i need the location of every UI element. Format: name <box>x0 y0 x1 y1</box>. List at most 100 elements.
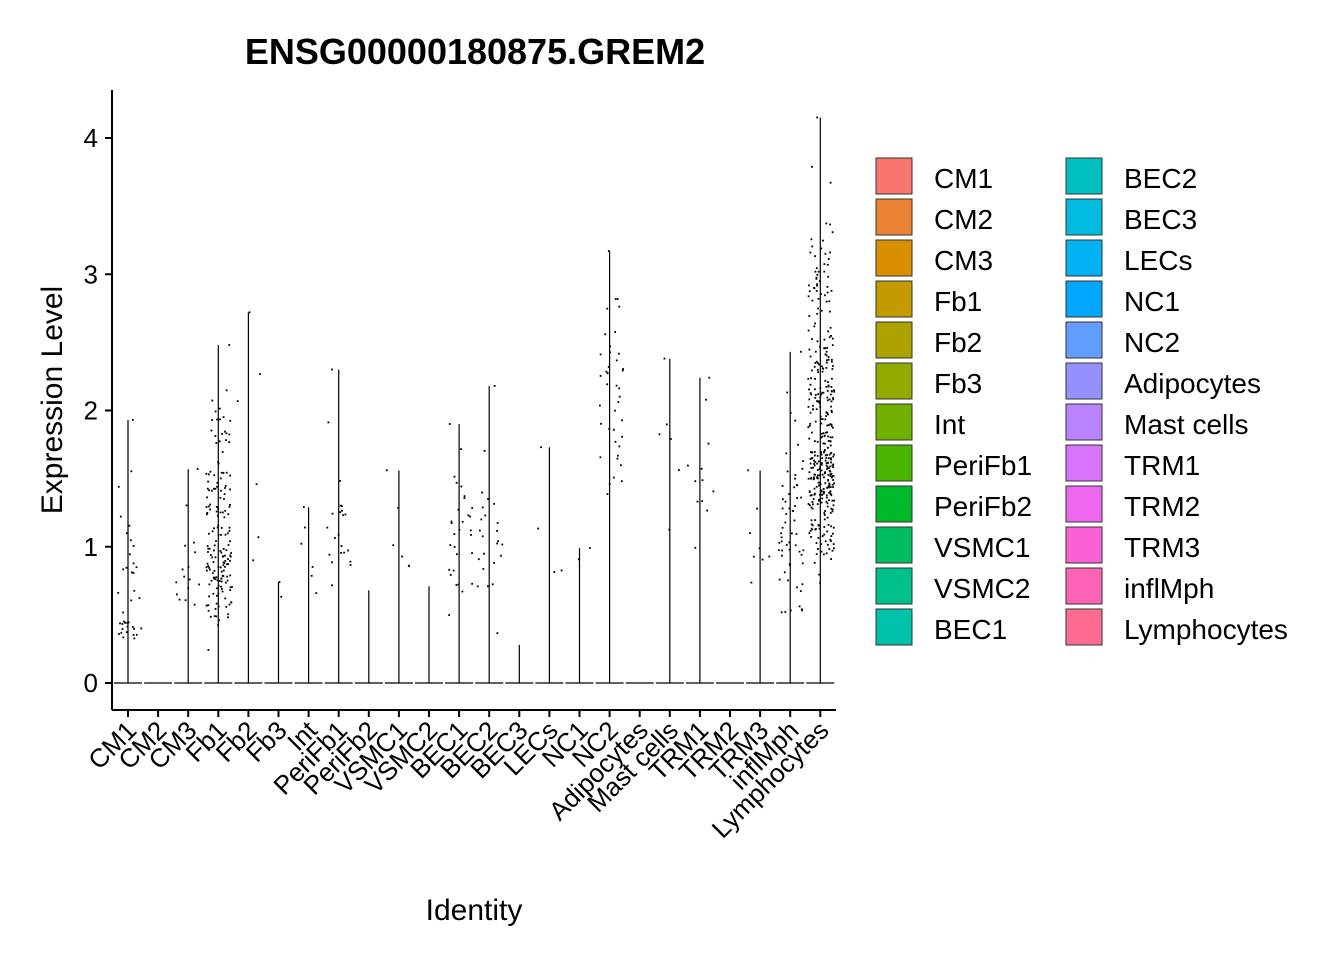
data-point <box>708 376 711 379</box>
data-point <box>670 438 672 440</box>
data-point <box>808 425 811 427</box>
data-point <box>222 564 225 567</box>
data-point <box>826 516 829 519</box>
legend-label: Fb1 <box>934 286 982 317</box>
data-point <box>226 563 228 566</box>
data-point <box>215 602 218 605</box>
data-point <box>184 599 187 602</box>
data-point <box>825 457 828 459</box>
data-point <box>816 116 819 119</box>
data-point <box>229 559 231 562</box>
data-point <box>830 558 832 560</box>
data-point <box>216 485 218 488</box>
data-point <box>206 562 209 565</box>
data-point <box>826 505 829 508</box>
data-point <box>128 553 131 556</box>
data-point <box>620 464 622 467</box>
data-point <box>701 479 704 482</box>
data-point <box>311 566 314 568</box>
data-point <box>606 372 609 375</box>
data-point <box>826 263 829 266</box>
data-point <box>217 566 220 569</box>
data-point <box>218 580 221 582</box>
data-point <box>471 552 473 554</box>
data-point <box>810 393 813 396</box>
data-point <box>212 592 215 595</box>
data-point <box>818 280 821 282</box>
data-point <box>817 393 820 395</box>
data-point <box>818 573 821 576</box>
data-point <box>226 575 228 578</box>
data-point <box>800 350 802 353</box>
data-point <box>824 540 827 543</box>
data-point <box>816 273 819 276</box>
data-point <box>280 595 283 598</box>
data-point <box>132 572 135 574</box>
data-point <box>815 485 818 488</box>
legend-key <box>1065 444 1103 482</box>
data-point <box>349 564 352 566</box>
data-point <box>813 473 816 476</box>
data-point <box>228 526 231 529</box>
data-point <box>198 583 200 586</box>
data-point <box>826 468 828 470</box>
data-point <box>119 515 122 518</box>
data-point <box>482 568 485 570</box>
data-point <box>181 568 184 571</box>
data-point <box>761 558 764 561</box>
data-point <box>228 505 231 508</box>
data-point <box>817 371 819 373</box>
data-point <box>794 477 796 480</box>
data-point <box>132 562 135 565</box>
data-point <box>819 474 821 476</box>
data-point <box>226 532 229 535</box>
data-point <box>829 475 832 477</box>
data-point <box>122 568 125 571</box>
data-point <box>188 578 191 581</box>
data-point <box>455 481 458 484</box>
data-point <box>122 611 125 614</box>
data-point <box>213 527 215 530</box>
data-point <box>210 554 212 556</box>
data-point <box>257 536 260 539</box>
data-point <box>132 634 135 636</box>
data-point <box>802 460 804 462</box>
data-point <box>827 446 829 449</box>
legend-label: LECs <box>1124 245 1192 276</box>
data-point <box>814 255 816 257</box>
data-point <box>187 566 190 568</box>
data-point <box>825 350 828 353</box>
data-point <box>228 433 231 436</box>
data-point <box>205 604 208 607</box>
data-point <box>823 553 825 556</box>
legend-label: inflMph <box>1124 573 1214 604</box>
data-point <box>223 498 225 500</box>
data-point <box>831 411 833 413</box>
data-point <box>614 298 617 300</box>
data-point <box>229 488 231 491</box>
data-point <box>228 603 231 606</box>
data-point <box>663 357 666 360</box>
data-point <box>826 399 829 402</box>
data-point <box>818 363 820 366</box>
data-point <box>211 419 213 421</box>
data-point <box>205 506 208 508</box>
data-point <box>484 514 487 517</box>
legend-key <box>875 444 913 482</box>
legend-key <box>875 403 913 441</box>
data-point <box>824 418 827 421</box>
data-point <box>458 528 461 531</box>
data-point <box>493 385 496 387</box>
data-point <box>784 611 787 613</box>
data-point <box>696 500 699 503</box>
data-point <box>807 377 810 380</box>
data-point <box>801 583 804 586</box>
data-point <box>206 513 208 516</box>
data-point <box>811 507 814 510</box>
data-point <box>807 406 810 408</box>
data-point <box>206 512 209 514</box>
legend-key <box>875 157 913 195</box>
data-point <box>460 485 463 488</box>
data-point <box>778 578 781 581</box>
data-point <box>810 467 813 469</box>
